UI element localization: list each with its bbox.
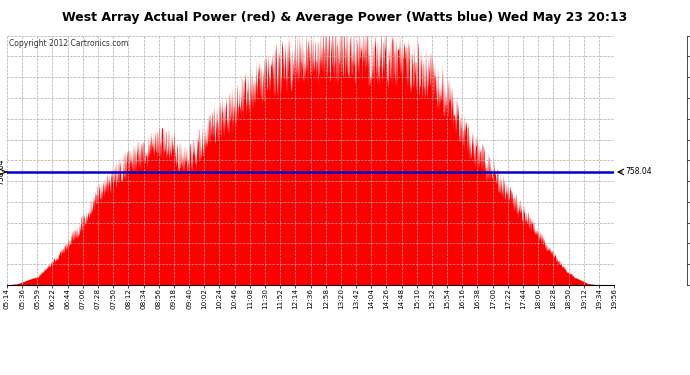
Text: 758.04: 758.04 xyxy=(625,168,651,177)
Text: West Array Actual Power (red) & Average Power (Watts blue) Wed May 23 20:13: West Array Actual Power (red) & Average … xyxy=(62,11,628,24)
Text: Copyright 2012 Cartronics.com: Copyright 2012 Cartronics.com xyxy=(9,39,128,48)
Text: 758.04: 758.04 xyxy=(0,159,6,185)
